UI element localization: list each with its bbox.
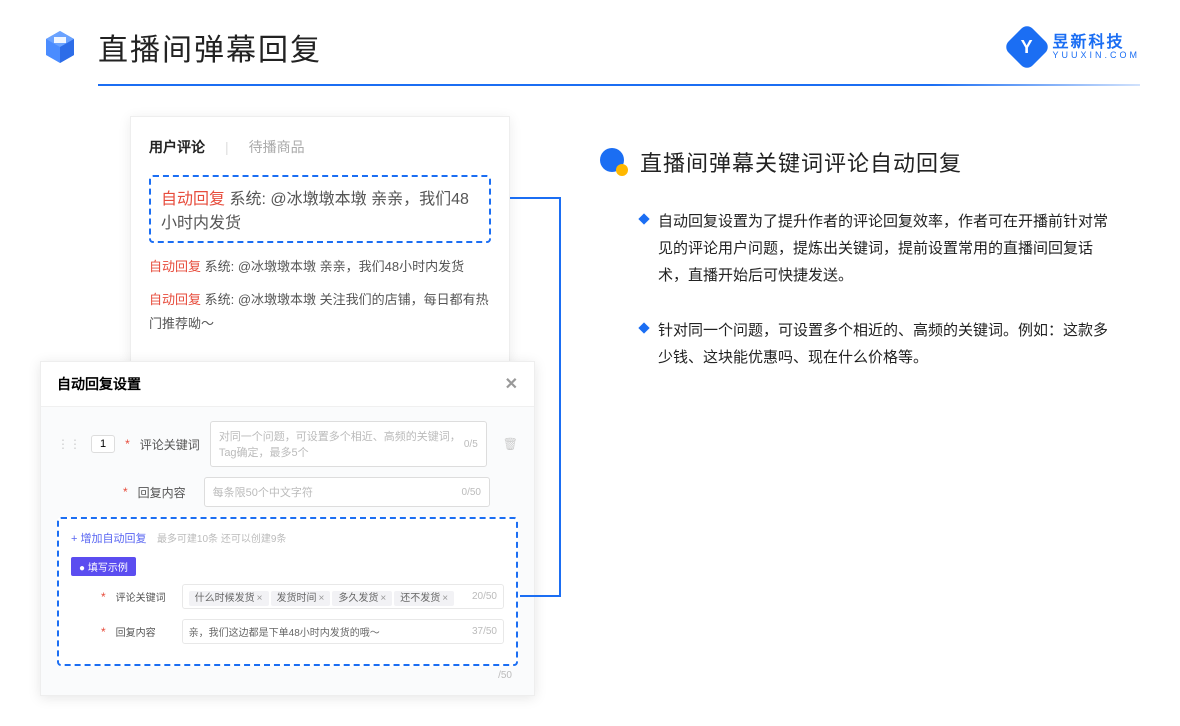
content-row: * 回复内容 每条限50个中文字符 0/50 [57, 477, 518, 507]
bullet-item: 针对同一个问题，可设置多个相近的、高频的关键词。例如：这款多少钱、这块能优惠吗、… [600, 317, 1140, 371]
cube-icon [40, 27, 80, 67]
diamond-icon [638, 213, 649, 224]
add-hint: 最多可建10条 还可以创建9条 [157, 534, 286, 545]
page-title: 直播间弹幕回复 [98, 25, 322, 69]
outer-count: /50 [57, 666, 518, 681]
add-reply-link[interactable]: + 增加自动回复 [71, 533, 146, 545]
keyword-row: ⋮⋮ 1 * 评论关键词 对同一个问题，可设置多个相近、高频的关键词，Tag确定… [57, 421, 518, 467]
section-title: 直播间弹幕关键词评论自动回复 [640, 146, 962, 178]
tabs: 用户评论 | 待播商品 [149, 137, 491, 157]
drag-icon[interactable]: ⋮⋮ [57, 437, 81, 451]
content-label: 回复内容 [138, 484, 194, 501]
brand-logo: Y 昱新科技 YUUXIN.COM [1010, 30, 1140, 64]
dialog-title: 自动回复设置 [57, 374, 141, 394]
comment-row: 自动回复 系统: @冰墩墩本墩 亲亲，我们48小时内发货 [149, 255, 491, 278]
example-keyword-input[interactable]: 什么时候发货×发货时间×多久发货×还不发货× 20/50 [182, 584, 504, 609]
index-badge: 1 [91, 435, 115, 453]
diamond-icon [638, 322, 649, 333]
bubble-icon [600, 148, 628, 176]
close-icon[interactable]: ✕ [505, 374, 518, 394]
content-input[interactable]: 每条限50个中文字符 0/50 [204, 477, 490, 507]
example-badge: ● 填写示例 [71, 557, 136, 576]
slide-header: 直播间弹幕回复 Y 昱新科技 YUUXIN.COM [0, 0, 1180, 84]
logo-text-cn: 昱新科技 [1052, 35, 1140, 51]
logo-text-en: YUUXIN.COM [1052, 51, 1140, 60]
tab-comments[interactable]: 用户评论 [149, 137, 205, 157]
auto-reply-tag: 自动回复 [161, 191, 225, 208]
keyword-tag[interactable]: 发货时间× [271, 591, 331, 606]
example-section: + 增加自动回复 最多可建10条 还可以创建9条 ● 填写示例 * 评论关键词 … [57, 517, 518, 666]
example-content-input[interactable]: 亲，我们这边都是下单48小时内发货的哦～ 37/50 [182, 619, 504, 644]
settings-dialog: 自动回复设置 ✕ ⋮⋮ 1 * 评论关键词 对同一个问题，可设置多个相近、高频的… [40, 361, 535, 696]
tab-products[interactable]: 待播商品 [249, 137, 305, 157]
keyword-label: 评论关键词 [140, 436, 200, 453]
description-panel: 直播间弹幕关键词评论自动回复 自动回复设置为了提升作者的评论回复效率，作者可在开… [600, 116, 1140, 696]
logo-icon: Y [1003, 23, 1051, 71]
keyword-tag[interactable]: 什么时候发货× [189, 591, 269, 606]
keyword-input[interactable]: 对同一个问题，可设置多个相近、高频的关键词，Tag确定，最多5个 0/5 [210, 421, 487, 467]
highlighted-comment: 自动回复 系统: @冰墩墩本墩 亲亲，我们48小时内发货 [149, 175, 491, 243]
mockup-panel: 用户评论 | 待播商品 自动回复 系统: @冰墩墩本墩 亲亲，我们48小时内发货… [40, 116, 560, 696]
keyword-tag[interactable]: 多久发货× [332, 591, 392, 606]
comment-card: 用户评论 | 待播商品 自动回复 系统: @冰墩墩本墩 亲亲，我们48小时内发货… [130, 116, 510, 366]
comment-row: 自动回复 系统: @冰墩墩本墩 关注我们的店铺，每日都有热门推荐呦～ [149, 288, 491, 335]
keyword-tag[interactable]: 还不发货× [394, 591, 454, 606]
bullet-item: 自动回复设置为了提升作者的评论回复效率，作者可在开播前针对常见的评论用户问题，提… [600, 208, 1140, 289]
trash-icon[interactable]: 🗑 [503, 437, 518, 451]
